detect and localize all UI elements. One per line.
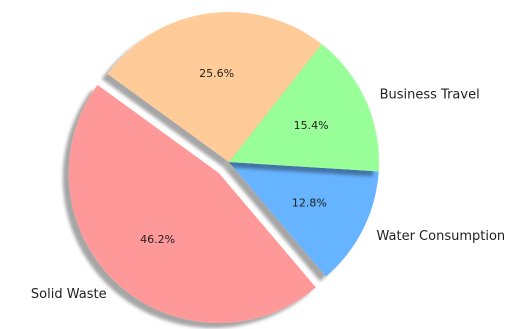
pie-value-label-3: 15.4% xyxy=(294,119,329,132)
pie-slice-4 xyxy=(107,11,322,163)
pie-slices xyxy=(68,11,379,323)
pie-category-label-2: Water Consumption xyxy=(377,229,506,244)
pie-category-label-3: Business Travel xyxy=(380,88,480,103)
pie-category-label-1: Solid Waste xyxy=(31,287,107,302)
pie-value-label-1: 46.2% xyxy=(140,233,175,246)
pie-slice-2 xyxy=(229,162,379,277)
pie-labels: 46.2% Solid Waste 12.8% Water Consumption 15… xyxy=(31,67,505,302)
pie-value-label-4: 25.6% xyxy=(199,67,234,80)
pie-value-label-2: 12.8% xyxy=(292,196,327,209)
pie-slice-3 xyxy=(229,44,379,172)
pie-slice-1 xyxy=(68,84,316,323)
